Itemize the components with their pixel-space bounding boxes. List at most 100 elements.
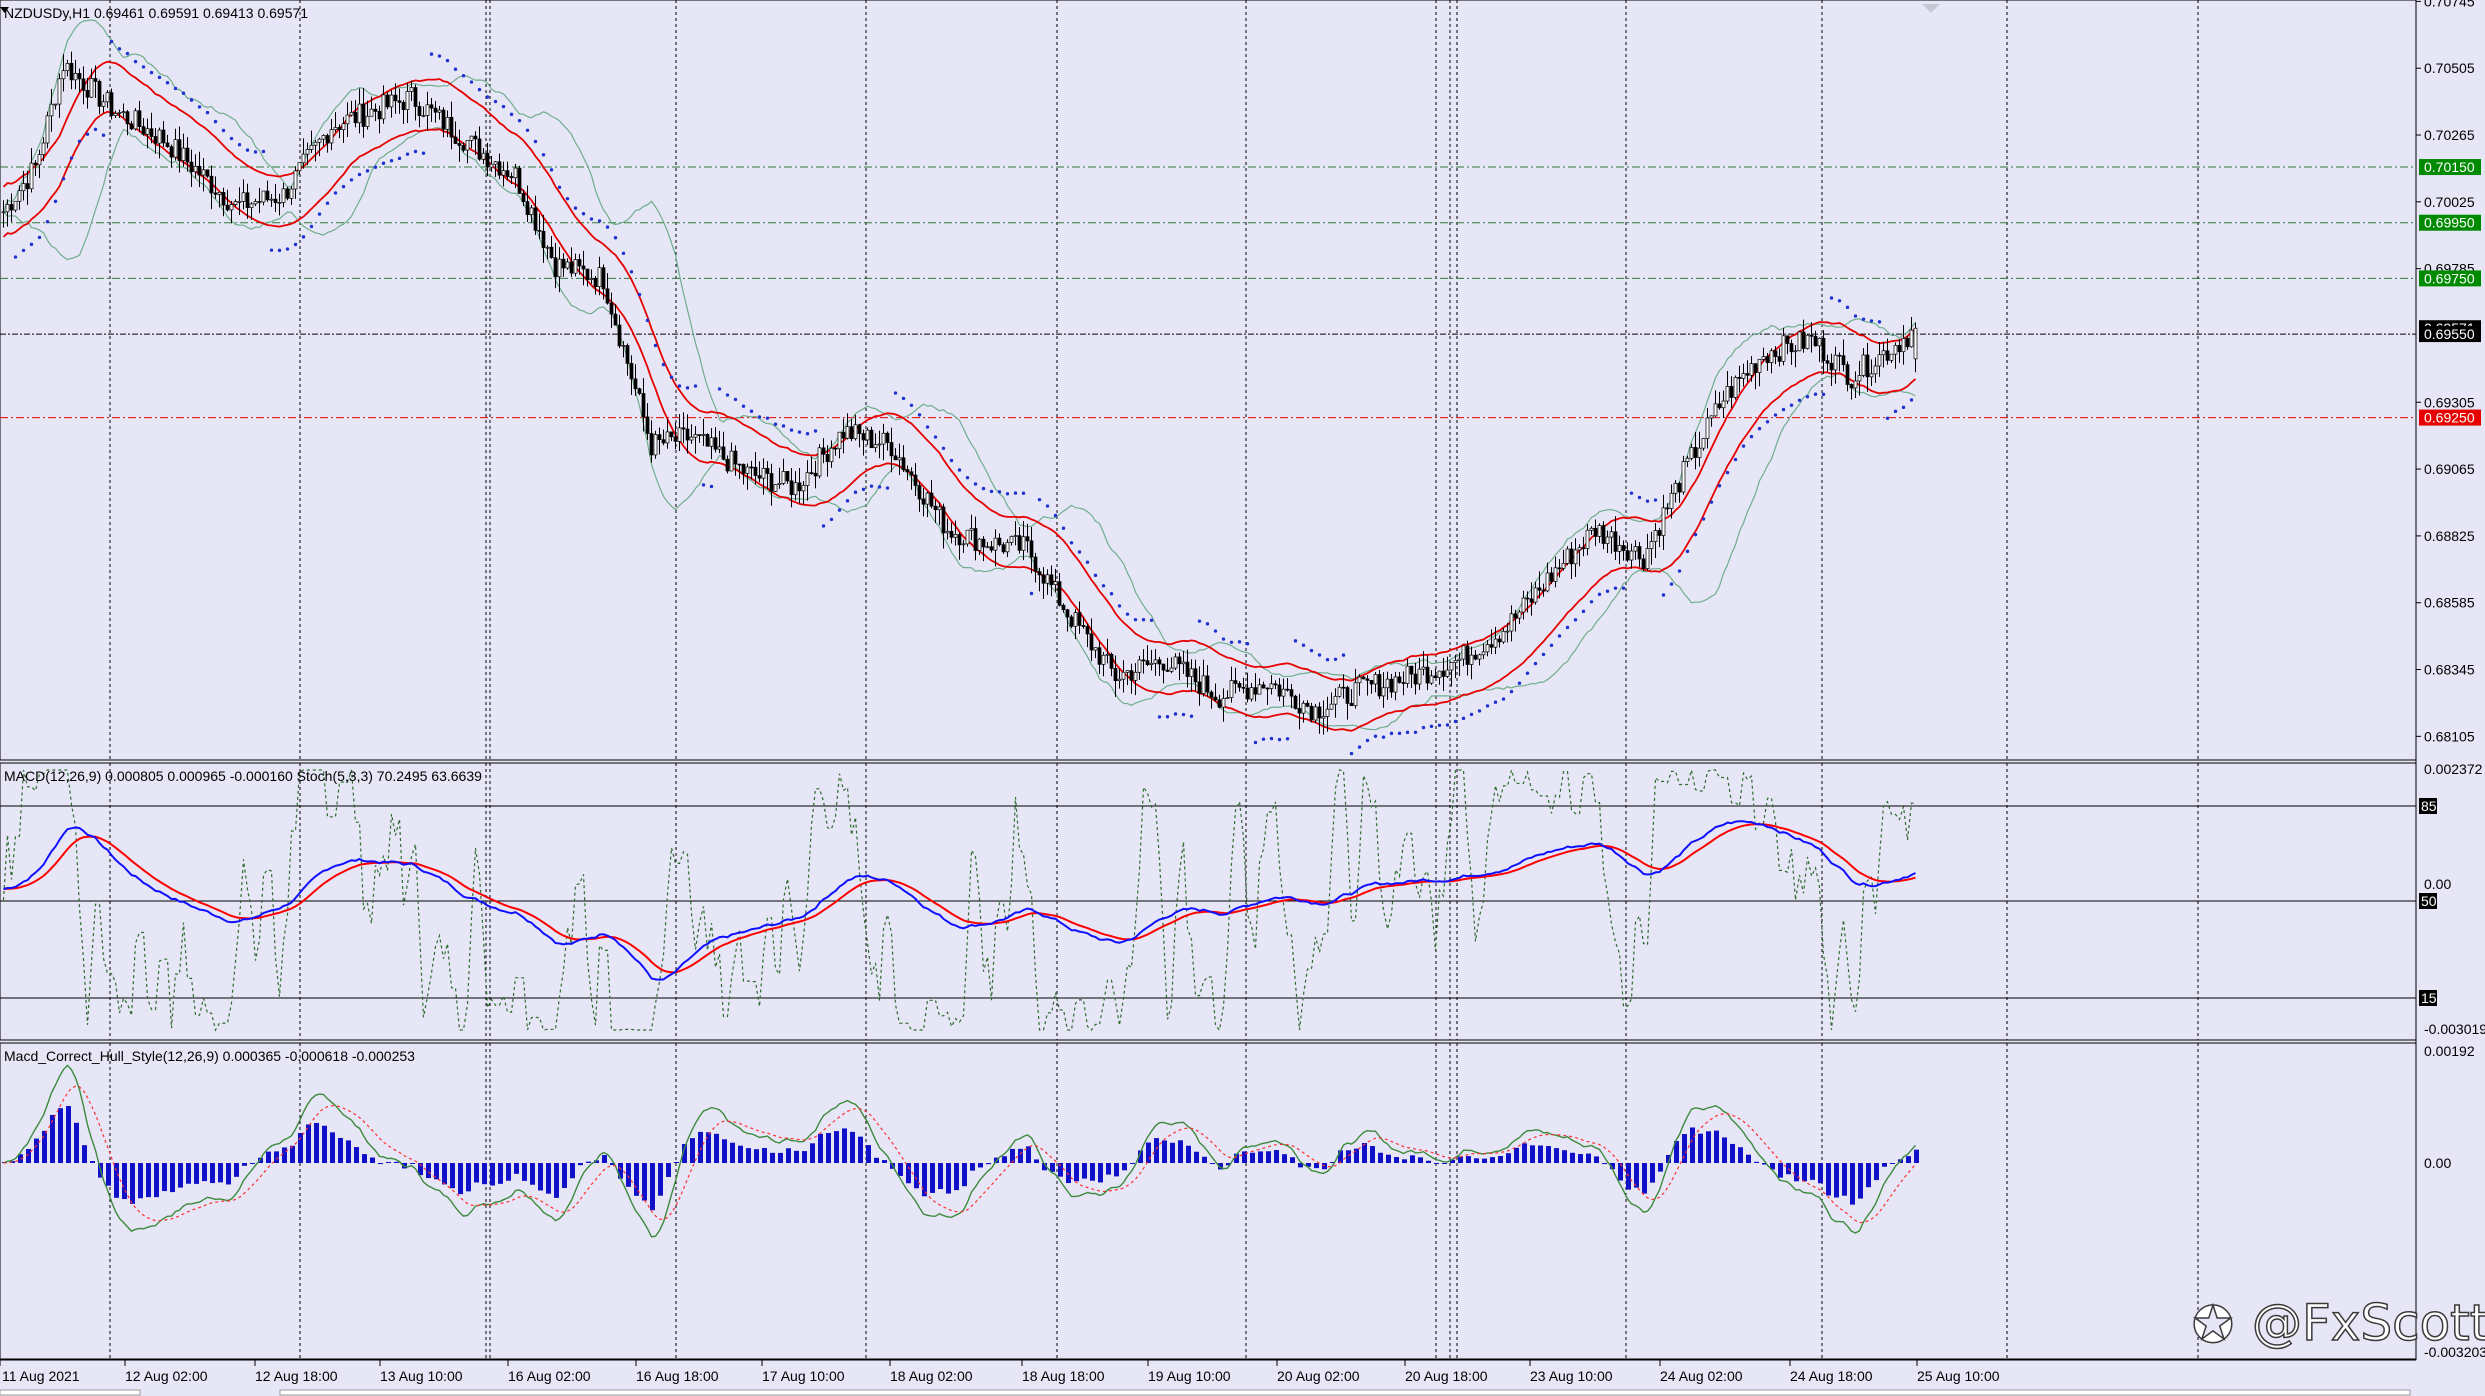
candle-body[interactable] [293, 170, 298, 190]
candle-body[interactable] [553, 257, 558, 278]
candle-body[interactable] [1889, 353, 1894, 361]
candle-body[interactable] [545, 246, 550, 249]
candle-body[interactable] [1845, 364, 1850, 385]
candle-body[interactable] [1817, 337, 1822, 347]
candle-body[interactable] [1057, 581, 1062, 606]
candle-body[interactable] [941, 506, 946, 534]
candle-body[interactable] [1457, 658, 1462, 661]
candle-body[interactable] [421, 115, 426, 117]
candle-body[interactable] [1597, 525, 1602, 537]
candle-body[interactable] [217, 192, 222, 195]
candle-body[interactable] [357, 103, 362, 124]
candle-body[interactable] [1501, 630, 1506, 643]
candle-body[interactable] [1061, 604, 1066, 611]
candle-body[interactable] [437, 109, 442, 113]
candle-body[interactable] [345, 114, 350, 125]
candle-body[interactable] [1085, 626, 1090, 635]
candle-body[interactable] [133, 110, 138, 130]
candle-body[interactable] [1305, 702, 1310, 707]
candle-body[interactable] [1713, 403, 1718, 417]
candle-body[interactable] [393, 94, 398, 102]
candle-body[interactable] [577, 259, 582, 267]
candle-body[interactable] [1493, 638, 1498, 648]
candlesticks[interactable] [1, 51, 1918, 735]
candle-body[interactable] [69, 63, 74, 81]
candle-body[interactable] [61, 70, 66, 80]
candle-body[interactable] [1297, 708, 1302, 714]
candle-body[interactable] [1045, 574, 1050, 584]
candle-body[interactable] [1161, 663, 1166, 671]
candle-body[interactable] [753, 466, 758, 476]
candle-body[interactable] [1693, 447, 1698, 458]
candle-body[interactable] [1453, 660, 1458, 663]
candle-body[interactable] [1293, 695, 1298, 709]
candle-body[interactable] [541, 230, 546, 248]
candle-body[interactable] [1357, 676, 1362, 684]
candle-body[interactable] [1273, 683, 1278, 686]
candle-body[interactable] [473, 135, 478, 140]
candle-body[interactable] [353, 112, 358, 124]
candle-body[interactable] [373, 108, 378, 112]
candle-body[interactable] [1725, 386, 1730, 402]
candle-body[interactable] [461, 145, 466, 151]
candle-body[interactable] [169, 146, 174, 158]
candle-body[interactable] [29, 162, 34, 190]
candle-body[interactable] [1673, 482, 1678, 494]
candle-body[interactable] [561, 258, 566, 269]
candle-body[interactable] [1065, 609, 1070, 618]
candle-body[interactable] [957, 534, 962, 546]
candle-body[interactable] [905, 469, 910, 473]
candle-body[interactable] [825, 453, 830, 463]
candle-body[interactable] [1157, 659, 1162, 665]
candle-body[interactable] [457, 143, 462, 146]
candle-body[interactable] [597, 267, 602, 288]
candle-body[interactable] [637, 388, 642, 394]
candle-body[interactable] [1749, 363, 1754, 376]
candle-body[interactable] [1021, 536, 1026, 551]
candle-body[interactable] [985, 546, 990, 549]
candle-body[interactable] [1049, 574, 1054, 585]
candle-body[interactable] [1353, 682, 1358, 706]
candle-body[interactable] [1365, 678, 1370, 681]
candle-body[interactable] [765, 467, 770, 474]
candle-body[interactable] [997, 537, 1002, 546]
candle-body[interactable] [729, 450, 734, 472]
candle-body[interactable] [1893, 345, 1898, 355]
candle-body[interactable] [501, 170, 506, 176]
candle-body[interactable] [1841, 355, 1846, 366]
candle-body[interactable] [1717, 403, 1722, 409]
candle-body[interactable] [1377, 674, 1382, 697]
candle-body[interactable] [805, 472, 810, 486]
candle-body[interactable] [1141, 659, 1146, 662]
candle-body[interactable] [189, 161, 194, 173]
candle-body[interactable] [1253, 687, 1258, 695]
candle-body[interactable] [893, 455, 898, 461]
candle-body[interactable] [681, 427, 686, 430]
candle-body[interactable] [745, 466, 750, 474]
candle-body[interactable] [605, 288, 610, 304]
candle-body[interactable] [809, 472, 814, 474]
candle-body[interactable] [329, 129, 334, 144]
candle-body[interactable] [381, 94, 386, 120]
candle-body[interactable] [1793, 350, 1798, 353]
candle-body[interactable] [1209, 691, 1214, 698]
hull-macd-panel[interactable]: Macd_Correct_Hull_Style(12,26,9) 0.00036… [0, 1042, 2417, 1360]
candle-body[interactable] [1105, 653, 1110, 656]
candle-body[interactable] [961, 543, 966, 546]
candle-body[interactable] [1169, 667, 1174, 672]
candle-body[interactable] [965, 529, 970, 545]
candle-body[interactable] [1781, 335, 1786, 362]
candle-body[interactable] [817, 447, 822, 477]
candle-body[interactable] [1881, 350, 1886, 356]
candle-body[interactable] [1153, 659, 1158, 664]
candle-body[interactable] [377, 111, 382, 120]
candle-body[interactable] [109, 92, 114, 116]
candle-body[interactable] [249, 203, 254, 208]
candle-body[interactable] [885, 432, 890, 443]
candle-body[interactable] [113, 113, 118, 116]
candle-body[interactable] [1721, 400, 1726, 409]
candle-body[interactable] [97, 81, 102, 107]
candle-body[interactable] [1577, 547, 1582, 551]
candle-body[interactable] [1697, 447, 1702, 458]
candle-body[interactable] [213, 192, 218, 195]
